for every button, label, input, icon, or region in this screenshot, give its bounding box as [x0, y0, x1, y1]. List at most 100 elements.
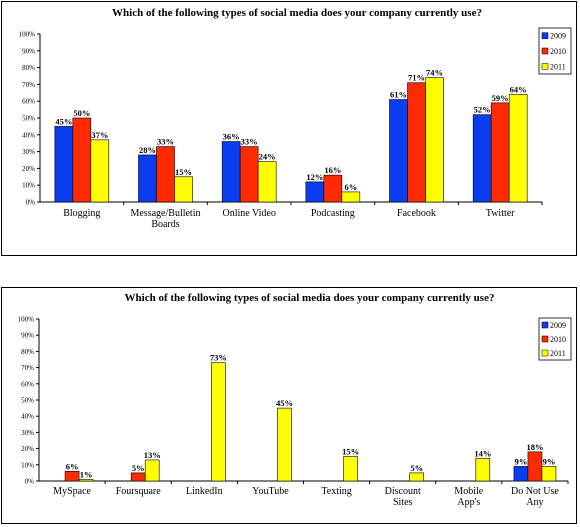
legend-label-2011: 2011: [550, 62, 566, 71]
legend-swatch-2009: [541, 32, 549, 39]
y-tick-label: 20%: [21, 445, 34, 453]
y-tick-label: 100%: [18, 316, 35, 324]
x-category-label: Do Not Use Any: [511, 486, 559, 508]
bar-chart-2: Which of the following types of social m…: [18, 292, 572, 508]
bar-2011: [257, 161, 277, 203]
bar-2010: [130, 472, 146, 482]
data-label: 6%: [66, 461, 79, 471]
bar-2009: [472, 114, 492, 203]
y-tick-label: 0%: [25, 478, 35, 486]
data-label: 73%: [210, 353, 227, 363]
data-label: 45%: [276, 398, 293, 408]
bar-2011: [144, 459, 160, 482]
bar-2010: [72, 117, 92, 203]
x-category-label: Twitter: [486, 208, 515, 219]
bar-2011: [508, 94, 528, 203]
data-label: 50%: [73, 108, 90, 118]
x-category-label: YouTube: [252, 486, 289, 497]
bar-2009: [513, 466, 529, 482]
y-tick-label: 90%: [22, 47, 35, 55]
x-category-label: Mobile App's: [454, 486, 483, 508]
data-label: 33%: [241, 137, 258, 147]
bar-2009: [221, 141, 241, 203]
legend-swatch-2010: [541, 335, 549, 343]
bar-2011: [277, 407, 292, 482]
data-label: 71%: [408, 73, 425, 83]
y-tick-label: 90%: [21, 332, 34, 340]
y-tick-label: 70%: [21, 364, 34, 372]
bar-2009: [389, 99, 408, 203]
chart-panel-1: Which of the following types of social m…: [1, 1, 577, 256]
legend-label-2009: 2009: [550, 32, 566, 41]
bar-2011: [90, 139, 110, 203]
bar-2011: [343, 456, 358, 482]
x-category-label: Blogging: [63, 208, 100, 219]
legend-label-2011: 2011: [550, 349, 566, 358]
y-tick-label: 50%: [22, 115, 35, 123]
x-category-label: Message/Bulletin Boards: [131, 208, 201, 230]
legend-swatch-2011: [541, 349, 549, 357]
legend-swatch-2009: [541, 321, 549, 329]
bar-2010: [156, 146, 175, 203]
data-label: 18%: [526, 442, 543, 452]
y-tick-label: 30%: [22, 148, 35, 156]
bar-2010: [490, 102, 510, 203]
data-label: 5%: [132, 463, 145, 473]
bar-2009: [138, 154, 157, 203]
bar-2009: [54, 126, 74, 203]
y-tick-label: 80%: [21, 348, 34, 356]
y-tick-label: 70%: [22, 81, 35, 89]
data-label: 12%: [306, 172, 323, 182]
bar-2011: [341, 191, 361, 203]
x-category-label: Discount Sites: [385, 486, 421, 508]
chart-title: Which of the following types of social m…: [112, 7, 482, 19]
data-label: 9%: [515, 456, 528, 466]
bar-2010: [239, 146, 259, 203]
data-label: 33%: [157, 137, 174, 147]
x-category-label: Podcasting: [311, 208, 355, 219]
data-label: 37%: [91, 130, 108, 140]
data-label: 14%: [474, 448, 491, 458]
y-tick-label: 40%: [21, 413, 34, 421]
x-category-label: MySpace: [53, 486, 91, 497]
chart-title: Which of the following types of social m…: [125, 292, 495, 304]
y-tick-label: 80%: [22, 64, 35, 72]
data-label: 52%: [474, 105, 491, 115]
data-label: 64%: [510, 84, 527, 94]
data-label: 15%: [175, 167, 192, 177]
data-label: 6%: [344, 182, 357, 192]
y-tick-label: 60%: [22, 98, 35, 106]
x-category-label: Facebook: [397, 208, 436, 219]
legend-swatch-2011: [541, 63, 549, 70]
data-label: 9%: [543, 456, 556, 466]
y-tick-label: 50%: [21, 397, 34, 405]
legend-label-2009: 2009: [550, 321, 566, 330]
bar-2010: [527, 451, 543, 482]
bar-2011: [174, 176, 193, 203]
y-tick-label: 0%: [26, 199, 36, 207]
bar-2010: [64, 470, 80, 482]
data-label: 24%: [259, 152, 276, 162]
x-category-label: Texting: [321, 486, 351, 497]
legend: 2009 2010 2011: [538, 27, 572, 75]
bar-2011: [409, 472, 424, 482]
bar-2010: [323, 174, 343, 203]
y-tick-label: 20%: [22, 165, 35, 173]
data-label: 1%: [80, 469, 93, 479]
data-label: 13%: [144, 450, 161, 460]
y-tick-label: 60%: [21, 380, 34, 388]
y-tick-label: 40%: [22, 131, 35, 139]
y-tick-label: 10%: [21, 461, 34, 469]
legend: 2009 2010 2011: [538, 317, 572, 361]
bar-2009: [305, 181, 325, 203]
data-label: 36%: [223, 132, 240, 142]
bar-2010: [407, 82, 426, 203]
legend-swatch-2010: [541, 47, 549, 55]
bar-2011: [211, 362, 226, 482]
bar-2011: [475, 458, 491, 482]
data-label: 28%: [139, 145, 156, 155]
bar-2011: [541, 466, 557, 482]
data-label: 16%: [324, 165, 341, 175]
y-tick-label: 30%: [21, 429, 34, 437]
legend-label-2010: 2010: [550, 47, 566, 56]
